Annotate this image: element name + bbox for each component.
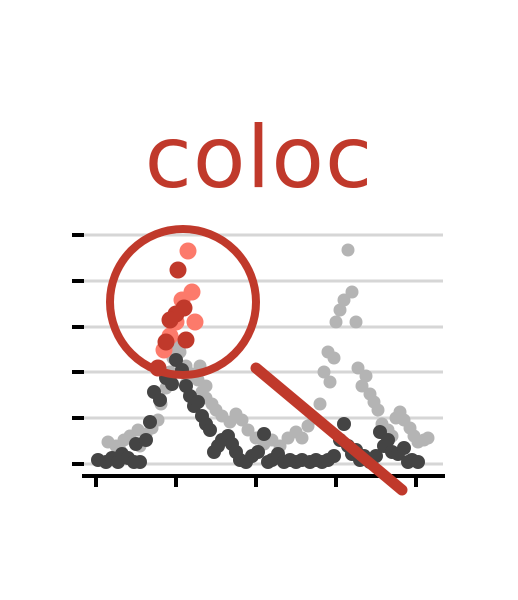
light-point bbox=[317, 365, 331, 379]
light-point bbox=[421, 431, 435, 445]
logo-title: coloc bbox=[144, 108, 374, 208]
light-point bbox=[327, 351, 341, 365]
highlight-point-dark bbox=[157, 333, 175, 351]
light-point bbox=[323, 375, 337, 389]
light-point bbox=[351, 361, 365, 375]
light-point bbox=[295, 431, 309, 445]
highlight-point-dark bbox=[177, 331, 195, 349]
dark-point bbox=[165, 377, 179, 391]
dark-point bbox=[337, 417, 351, 431]
highlight-points bbox=[149, 242, 204, 377]
light-point bbox=[235, 413, 249, 427]
magnifier-ring bbox=[106, 225, 260, 379]
dark-point bbox=[203, 423, 217, 437]
dark-point bbox=[191, 395, 205, 409]
dark-point bbox=[257, 427, 271, 441]
light-point bbox=[337, 293, 351, 307]
light-point bbox=[371, 403, 385, 417]
light-point bbox=[329, 315, 343, 329]
highlight-point-light bbox=[179, 242, 197, 260]
magnifier-handle bbox=[250, 362, 408, 496]
magnifying-glass-icon bbox=[106, 225, 408, 496]
highlight-point-dark bbox=[161, 311, 179, 329]
dark-point bbox=[251, 445, 265, 459]
light-point bbox=[341, 243, 355, 257]
dark-point bbox=[381, 433, 395, 447]
light-point bbox=[355, 379, 369, 393]
dark-point bbox=[411, 455, 425, 469]
light-point bbox=[345, 285, 359, 299]
dark-point bbox=[139, 433, 153, 447]
light-point bbox=[241, 423, 255, 437]
dark-point bbox=[327, 449, 341, 463]
highlight-point-dark bbox=[169, 261, 187, 279]
light-point bbox=[313, 397, 327, 411]
light-point bbox=[359, 369, 373, 383]
highlight-point-dark bbox=[149, 359, 167, 377]
dark-point bbox=[143, 415, 157, 429]
dark-point bbox=[133, 455, 147, 469]
light-point bbox=[199, 379, 213, 393]
highlight-point-light bbox=[186, 313, 204, 331]
light-point bbox=[333, 303, 347, 317]
y-axis-ticks bbox=[72, 233, 84, 466]
dark-point bbox=[397, 441, 411, 455]
light-point bbox=[349, 315, 363, 329]
dark-point bbox=[153, 393, 167, 407]
